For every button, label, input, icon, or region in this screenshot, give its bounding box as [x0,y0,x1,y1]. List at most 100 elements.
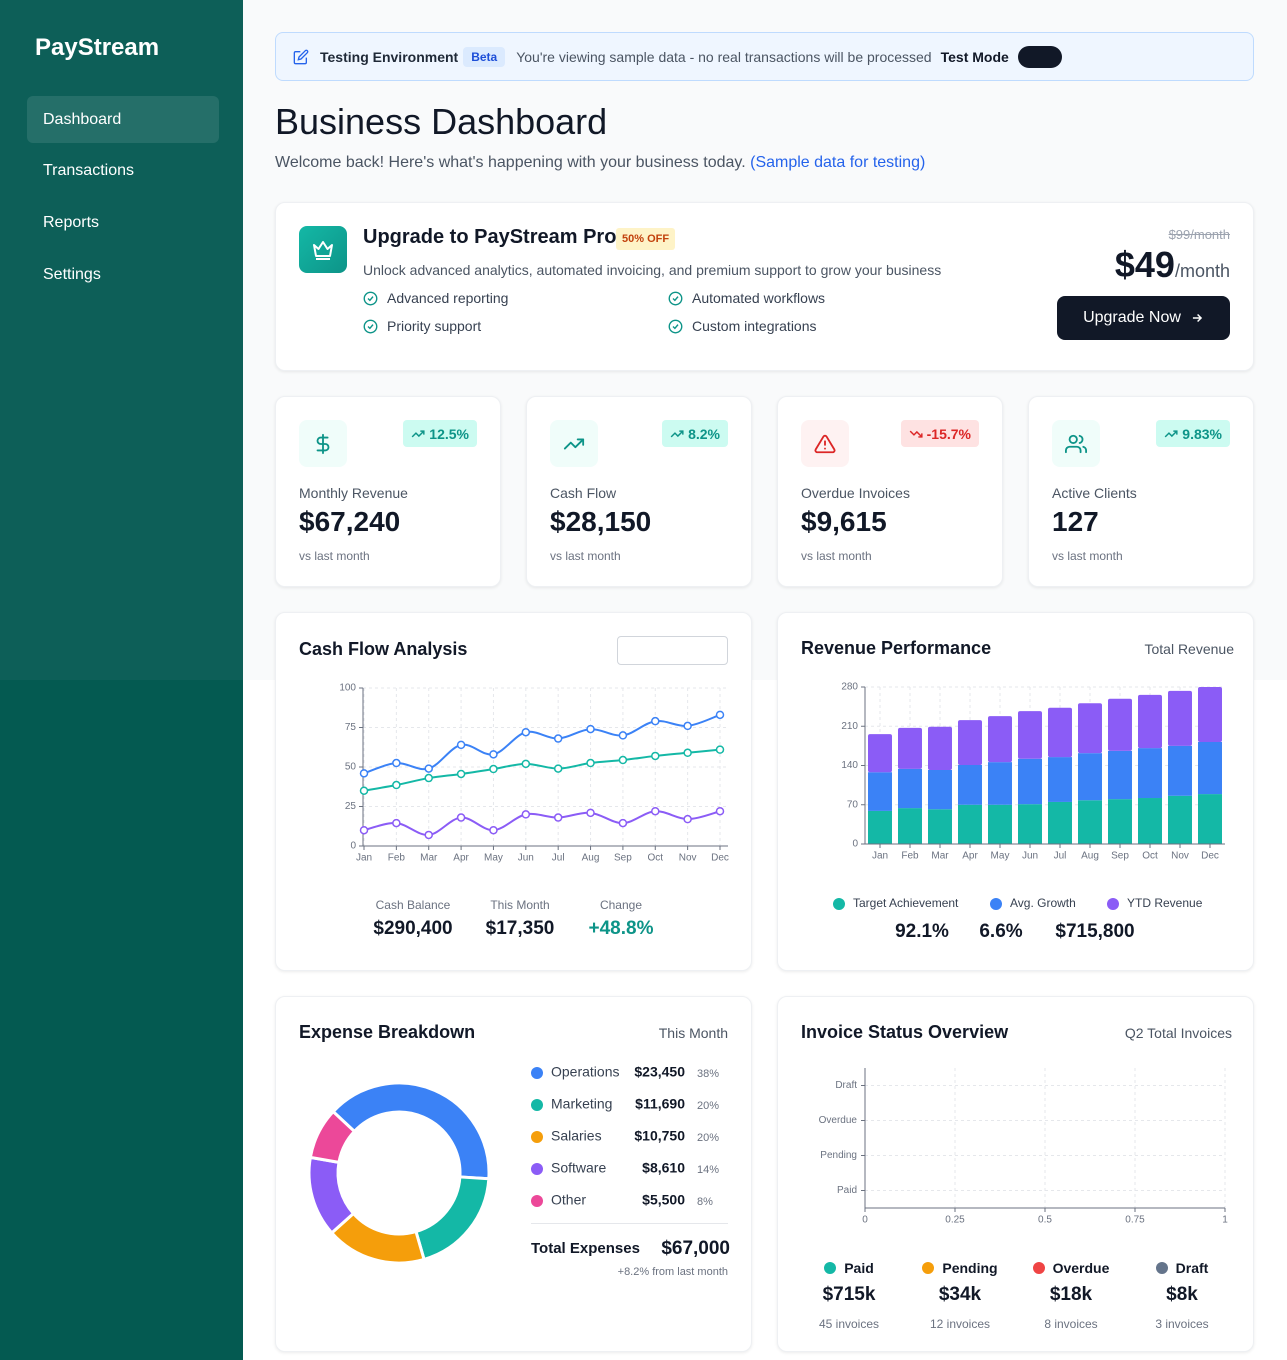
toggle-label: Test Mode [940,48,1009,65]
price-period: /month [1174,261,1230,281]
change-badge: -15.7% [900,420,979,447]
change-value: -15.7% [926,425,971,442]
chart-subtitle: Total Revenue [1144,641,1234,657]
promo-title: Upgrade to PayStream Pro [363,226,617,248]
promo-card [275,202,1254,371]
legend-name: Pending [942,1260,998,1276]
legend-dot [824,1262,837,1274]
legend-entry: Overdue [1011,1260,1131,1276]
change-value: 8.2% [688,425,720,442]
page-subtitle: Welcome back! Here's what's happening wi… [275,154,925,172]
summary-value: $290,400 [373,918,453,939]
edit-icon [293,49,309,64]
price: $49/month [1115,244,1230,286]
summary-value: 6.6% [979,921,1023,942]
legend-dot [1032,1262,1045,1274]
change-badge: 12.5% [403,420,477,447]
check-icon [363,319,378,334]
nav-item[interactable]: Transactions [43,162,134,179]
promo-description: Unlock advanced analytics, automated inv… [363,262,942,278]
chart-subtitle: Q2 Total Invoices [1124,1025,1232,1041]
banner-title: Testing Environment [320,48,459,65]
invoice-amount: $18k [1049,1284,1093,1305]
total-value: $67,000 [661,1238,730,1259]
summary-value: $715,800 [1055,921,1135,942]
chart-title: Revenue Performance [801,638,992,658]
invoice-count: 8 invoices [1044,1317,1098,1331]
legend-entry: Pending [900,1260,1020,1276]
banner-message: You're viewing sample data - no real tra… [516,48,932,65]
summary-value: 92.1% [895,921,949,942]
discount-badge: 50% OFF [616,228,676,250]
stat-label: Cash Flow [550,485,617,501]
button-label: Upgrade Now [1083,309,1181,326]
upgrade-button[interactable]: Upgrade Now [1057,296,1230,340]
toggle[interactable] [1017,45,1062,68]
invoice-amount: $715k [822,1284,876,1305]
summary-label: This Month [490,898,550,912]
stat-icon [1052,420,1100,467]
stat-note: vs last month [299,549,370,563]
invoice-count: 3 invoices [1155,1317,1209,1331]
sample-note: (Sample data for testing) [750,154,926,171]
stat-note: vs last month [1052,549,1123,563]
nav-item[interactable]: Dashboard [27,96,219,143]
old-price: $99/month [1168,227,1230,242]
invoice-count: 12 invoices [929,1317,991,1331]
summary-value: +48.8% [588,918,654,939]
sidebar [0,0,243,680]
chart-title: Invoice Status Overview [801,1022,1009,1042]
stat-icon [299,420,347,467]
change-badge: 8.2% [662,420,728,447]
feature: Advanced reporting [387,290,509,306]
feature: Automated workflows [692,290,826,306]
check-icon [363,291,378,306]
stat-label: Overdue Invoices [801,485,910,501]
feature: Priority support [387,318,482,334]
total-note: +8.2% from last month [617,1266,728,1278]
invoice-amount: $8k [1166,1284,1198,1305]
change-value: 9.83% [1182,425,1222,442]
chart-title: Expense Breakdown [299,1022,476,1042]
summary-value: $17,350 [485,918,555,939]
change-badge: 9.83% [1156,420,1230,447]
price-value: $49 [1114,244,1175,285]
stat-icon [801,420,849,467]
change-value: 12.5% [429,425,469,442]
beta-badge: Beta [463,46,506,67]
legend-name: Paid [844,1260,874,1276]
stat-value: $9,615 [801,506,887,537]
chart-title: Cash Flow Analysis [299,639,468,659]
feature: Custom integrations [692,318,817,334]
nav-item[interactable]: Reports [43,214,100,231]
stat-value: $28,150 [550,506,652,537]
chart-subtitle: This Month [658,1025,728,1041]
nav-item[interactable]: Settings [43,266,101,283]
total-label: Total Expenses [531,1240,640,1257]
invoice-count: 45 invoices [818,1317,880,1331]
test-banner: Testing Environment Beta You're viewing … [275,32,1254,81]
check-icon [668,291,683,306]
page-title: Business Dashboard [275,101,608,142]
invoice-amount: $34k [938,1284,982,1305]
legend-name: Draft [1175,1260,1209,1276]
period-select[interactable] [617,636,728,665]
stat-icon [550,420,598,467]
expense-card [275,996,752,1352]
legend-name: Overdue [1052,1260,1110,1276]
subtitle-text: Welcome back! Here's what's happening wi… [275,154,746,171]
summary-label: Change [599,898,643,912]
stat-label: Monthly Revenue [299,485,408,501]
legend-dot [922,1262,935,1274]
sidebar-lower [0,680,243,1360]
legend-entry: Paid [789,1260,909,1276]
legend-dot [1155,1262,1168,1274]
stat-note: vs last month [550,549,621,563]
stat-note: vs last month [801,549,872,563]
crown-icon [299,226,347,273]
check-icon [668,319,683,334]
revenue-card [777,612,1254,971]
invoice-card [777,996,1254,1352]
stat-label: Active Clients [1052,485,1137,501]
